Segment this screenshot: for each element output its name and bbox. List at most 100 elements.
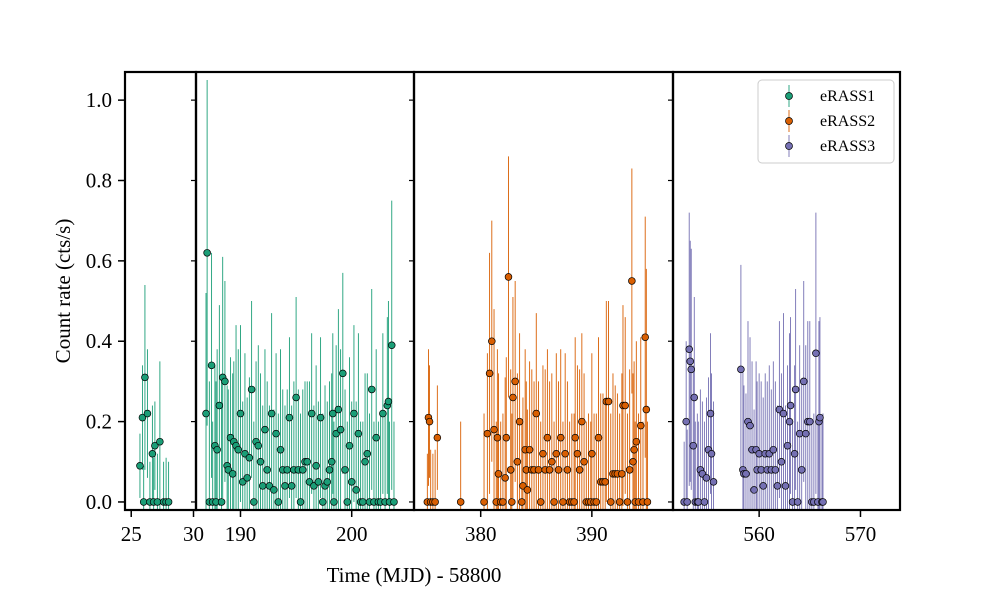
point-erass2-63 [592, 498, 601, 506]
point-erass2-26 [515, 417, 524, 426]
point-erass2-10 [485, 369, 494, 378]
point-erass1-98 [379, 409, 387, 418]
point-erass1-25 [221, 377, 229, 386]
point-erass1-54 [283, 466, 291, 474]
x-tick-label-1-0: 190 [225, 522, 257, 546]
point-erass1-10 [156, 437, 164, 446]
point-erass3-61 [816, 413, 824, 422]
x-tick-label-3-1: 570 [845, 522, 877, 546]
point-erass2-52 [570, 498, 578, 506]
point-erass3-63 [819, 498, 827, 506]
point-erass1-21 [213, 445, 221, 454]
data-points [136, 249, 827, 506]
point-erass1-41 [254, 441, 263, 450]
point-erass2-23 [509, 393, 517, 402]
point-erass2-61 [588, 449, 596, 458]
point-erass2-40 [543, 433, 552, 442]
y-tick-label-2: 0.4 [86, 329, 113, 353]
point-erass1-51 [276, 445, 285, 454]
legend-entry-erass1: eRASS1 [785, 85, 875, 107]
axis-ticks: 0.0 0.2 0.4 0.6 0.8 1.0 25 30 190 200 380 390 560 570 [86, 88, 876, 546]
point-erass1-0 [136, 462, 144, 470]
legend-label-erass2: eRASS2 [820, 113, 875, 130]
point-erass1-61 [299, 466, 307, 474]
x-tick-label-2-1: 390 [576, 522, 608, 546]
point-erass2-77 [621, 401, 629, 410]
point-erass1-95 [372, 433, 380, 442]
point-erass3-17 [707, 449, 716, 458]
point-erass1-86 [352, 486, 360, 494]
point-erass1-1 [138, 413, 147, 422]
y-tick-label-3: 0.6 [86, 249, 112, 273]
point-erass2-44 [552, 449, 561, 458]
point-erass2-57 [580, 458, 588, 466]
point-erass1-55 [285, 413, 294, 422]
point-erass3-13 [700, 498, 709, 506]
point-erass2-7 [456, 498, 465, 506]
point-erass2-5 [431, 498, 439, 506]
point-erass1-83 [345, 441, 354, 450]
point-erass1-32 [234, 445, 243, 454]
point-erass2-64 [594, 433, 603, 442]
point-erass2-24 [511, 377, 519, 386]
point-erass2-69 [604, 397, 613, 406]
point-erass3-18 [709, 478, 718, 486]
point-erass1-93 [367, 385, 376, 394]
legend-marker-erass2 [785, 117, 793, 125]
point-erass1-73 [325, 466, 334, 474]
point-erass2-84 [632, 437, 641, 446]
point-erass1-36 [243, 474, 251, 482]
point-erass1-84 [347, 478, 356, 486]
point-erass3-55 [806, 417, 814, 426]
point-erass1-82 [343, 498, 352, 506]
point-erass1-90 [361, 458, 369, 466]
panel-frames [123, 70, 902, 512]
y-axis-label: Count rate (cts/s) [51, 219, 75, 364]
x-tick-label-1-1: 200 [336, 522, 368, 546]
point-erass3-1 [682, 417, 690, 426]
point-erass2-90 [643, 498, 652, 506]
point-erass2-48 [561, 449, 569, 458]
point-erass1-50 [274, 498, 283, 506]
x-axis-label: Time (MJD) - 58800 [327, 563, 502, 587]
point-erass1-43 [258, 482, 267, 490]
point-erass1-87 [354, 429, 363, 438]
point-erass2-38 [539, 449, 547, 458]
point-erass1-38 [247, 385, 256, 394]
point-erass2-25 [513, 458, 522, 466]
point-erass1-80 [339, 369, 347, 378]
point-erass2-82 [630, 445, 638, 454]
point-erass1-14 [202, 409, 210, 418]
point-erass2-47 [559, 498, 567, 506]
point-erass2-35 [532, 409, 541, 418]
point-erass3-16 [706, 409, 715, 418]
point-erass1-33 [236, 409, 245, 418]
point-erass3-45 [786, 401, 795, 410]
point-erass1-101 [384, 397, 393, 406]
point-erass2-31 [523, 486, 532, 494]
point-erass2-70 [607, 498, 615, 506]
point-erass2-53 [571, 433, 579, 442]
point-erass2-37 [536, 498, 545, 506]
point-erass1-104 [390, 498, 398, 506]
point-erass2-54 [573, 449, 582, 458]
point-erass1-44 [261, 425, 269, 434]
legend-box [757, 79, 895, 164]
point-erass2-12 [490, 425, 498, 434]
point-erass2-17 [499, 498, 507, 506]
point-erass3-19 [737, 365, 745, 374]
point-erass1-76 [330, 498, 338, 506]
point-erass3-42 [781, 482, 790, 490]
point-erass3-53 [802, 429, 810, 438]
y-tick-label-5: 1.0 [86, 88, 112, 112]
point-erass1-48 [270, 486, 278, 494]
point-erass2-19 [502, 433, 511, 442]
point-erass1-47 [267, 409, 276, 418]
x-tick-label-2-0: 380 [465, 522, 497, 546]
point-erass3-4 [686, 357, 694, 366]
point-erass1-67 [312, 462, 320, 470]
point-erass2-42 [548, 458, 556, 466]
y-tick-label-1: 0.2 [86, 410, 112, 434]
point-erass1-45 [263, 466, 271, 474]
